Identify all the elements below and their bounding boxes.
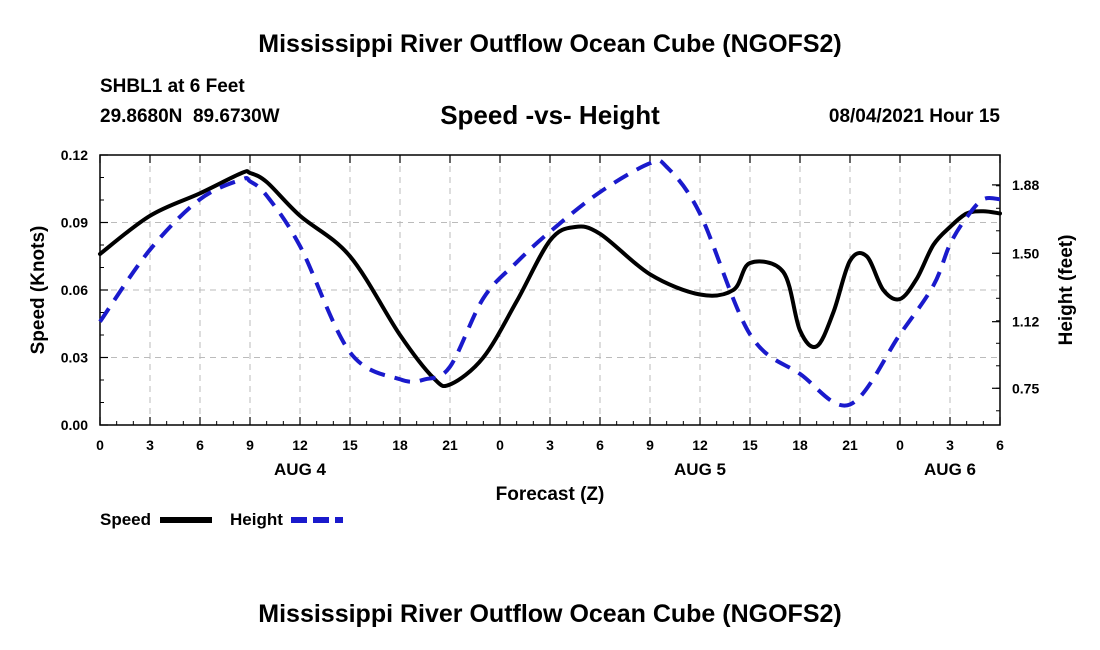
station-coordinates: 29.8680N 89.6730W <box>100 106 280 127</box>
legend-speed-label: Speed <box>100 510 151 529</box>
footer-title: Mississippi River Outflow Ocean Cube (NG… <box>258 600 842 628</box>
x-tick-label: 6 <box>196 437 204 453</box>
forecast-timestamp: 08/04/2021 Hour 15 <box>828 106 1000 127</box>
axis-ticks <box>99 154 1001 426</box>
x-tick-label: 0 <box>896 437 904 453</box>
y-tick-labels: 0.00 0.03 0.06 0.09 0.12 <box>61 147 88 433</box>
y2-tick-label: 1.88 <box>1012 177 1039 193</box>
x-tick-label: 21 <box>442 437 458 453</box>
y2-tick-label: 0.75 <box>1012 380 1039 396</box>
x-tick-label: 0 <box>96 437 104 453</box>
x-tick-label: 18 <box>792 437 808 453</box>
plot-title: Speed -vs- Height <box>440 100 660 130</box>
height-series-line <box>98 158 1001 408</box>
y-tick-label: 0.03 <box>61 350 88 366</box>
x-tick-label: 12 <box>292 437 308 453</box>
y2-tick-label: 1.50 <box>1012 245 1039 261</box>
x-axis-label: Forecast (Z) <box>496 484 605 505</box>
x-tick-label: 9 <box>646 437 654 453</box>
x-tick-label: 12 <box>692 437 708 453</box>
x-tick-label: 3 <box>546 437 554 453</box>
y2-tick-labels: 0.75 1.12 1.50 1.88 <box>1012 177 1039 396</box>
x-tick-label: 3 <box>146 437 154 453</box>
station-name: SHBL1 at 6 Feet <box>100 76 245 97</box>
y-axis-label: Speed (Knots) <box>28 226 49 355</box>
y-tick-label: 0.09 <box>61 215 88 231</box>
x-tick-label: 0 <box>496 437 504 453</box>
y-tick-label: 0.06 <box>61 282 88 298</box>
x-tick-label: 6 <box>996 437 1004 453</box>
date-label: AUG 5 <box>674 460 726 479</box>
x-tick-label: 15 <box>742 437 758 453</box>
x-tick-label: 9 <box>246 437 254 453</box>
x-tick-label: 15 <box>342 437 358 453</box>
y-tick-label: 0.12 <box>61 147 88 163</box>
x-tick-label: 18 <box>392 437 408 453</box>
x-tick-label: 21 <box>842 437 858 453</box>
date-label: AUG 4 <box>274 460 327 479</box>
date-label: AUG 6 <box>924 460 976 479</box>
legend: Speed Height <box>100 510 343 529</box>
grid-lines <box>100 155 1000 425</box>
y2-tick-label: 1.12 <box>1012 314 1039 330</box>
x-tick-label: 6 <box>596 437 604 453</box>
date-labels: AUG 4 AUG 5 AUG 6 <box>274 460 976 479</box>
chart-title: Mississippi River Outflow Ocean Cube (NG… <box>258 30 842 58</box>
x-tick-labels: 0 3 6 9 12 15 18 21 0 3 6 9 12 15 18 21 0 3 6 <box>96 437 1004 453</box>
x-tick-label: 3 <box>946 437 954 453</box>
y-tick-label: 0.00 <box>61 417 88 433</box>
speed-series-line <box>98 169 1002 389</box>
legend-height-label: Height <box>230 510 283 529</box>
y2-axis-label: Height (feet) <box>1056 235 1077 346</box>
